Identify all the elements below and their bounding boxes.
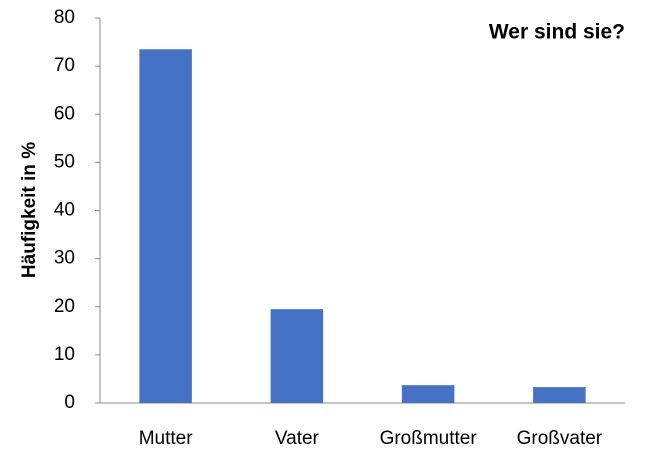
x-tick-label: Mutter [139,428,194,449]
y-tick-label: 0 [64,392,75,413]
y-tick-label: 20 [54,296,75,317]
y-tick-label: 30 [54,248,75,269]
y-tick-label: 70 [54,55,75,76]
y-tick-label: 40 [54,200,75,221]
chart-title: Wer sind sie? [489,21,625,44]
y-tick-label: 60 [54,103,75,124]
y-tick-label: 50 [54,151,75,172]
bar [270,309,324,403]
bar [139,49,192,403]
y-axis-label: Häufigkeit in % [19,142,40,278]
y-tick-label: 80 [54,7,75,28]
bar [533,387,586,403]
x-tick-label: Großmutter [380,428,478,449]
bar [401,385,455,403]
y-tick-label: 10 [54,344,75,365]
x-tick-label: Großvater [517,428,603,449]
x-tick-label: Vater [275,428,320,449]
